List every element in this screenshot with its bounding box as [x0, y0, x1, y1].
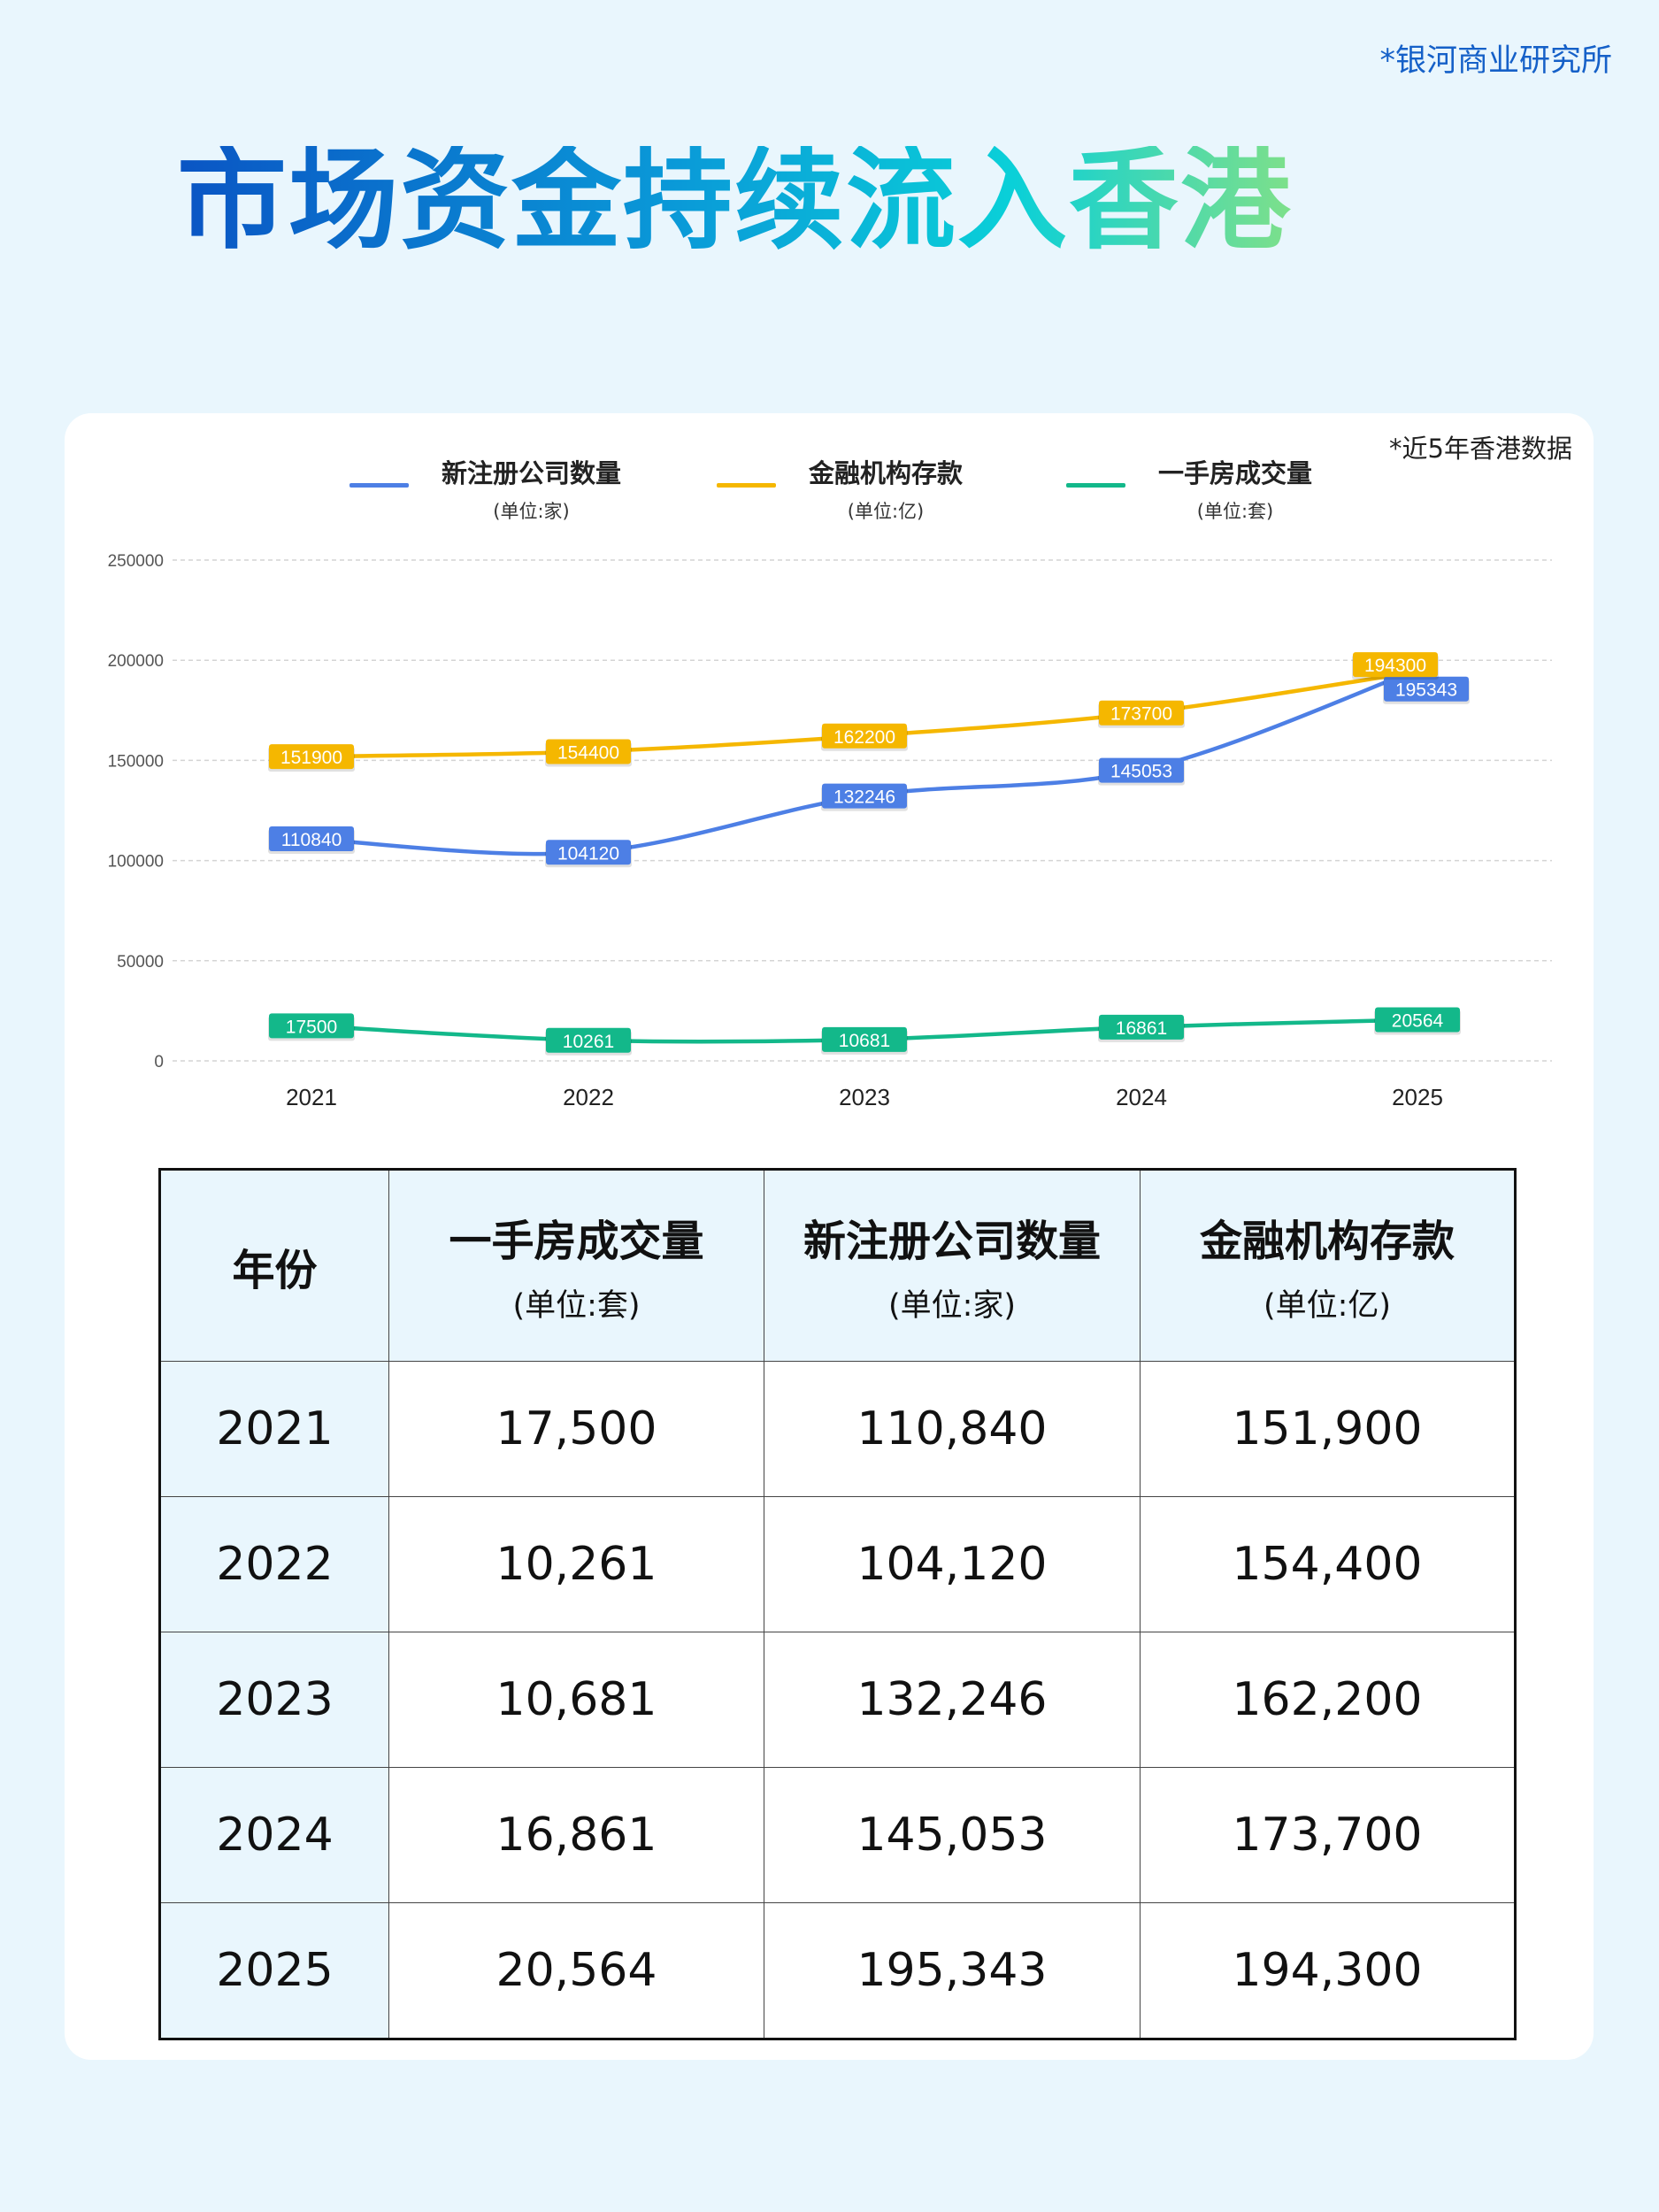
data-table: 年份 一手房成交量 (单位:套) 新注册公司数量 (单位:家) 金融机构存款 (单位:… — [158, 1168, 1517, 2040]
data-label-box — [822, 723, 907, 749]
data-label-box — [1099, 1014, 1184, 1040]
data-label-box — [822, 1026, 907, 1052]
data-label-box — [546, 1027, 631, 1053]
x-tick-label: 2023 — [839, 1084, 890, 1110]
header-companies: 新注册公司数量 (单位:家) — [764, 1169, 1141, 1362]
header-label: 新注册公司数量 — [803, 1217, 1101, 1266]
data-label: 16861 — [1116, 1018, 1167, 1039]
cell-value: 132,246 — [764, 1632, 1141, 1768]
legend-swatch — [717, 483, 776, 488]
data-label: 110840 — [281, 830, 342, 850]
legend-name: 一手房成交量 — [1158, 458, 1313, 488]
legend-name: 新注册公司数量 — [442, 458, 622, 488]
legend-item-deposits: 金融机构存款 (单位:亿) — [717, 453, 963, 524]
cell-year: 2023 — [159, 1632, 389, 1768]
header-unit: (单位:套) — [512, 1288, 641, 1324]
table-row: 2024 16,861 145,053 173,700 — [159, 1767, 1516, 1903]
header-housing: 一手房成交量 (单位:套) — [388, 1169, 764, 1362]
legend-item-companies: 新注册公司数量 (单位:家) — [349, 453, 621, 524]
cell-value: 17,500 — [388, 1361, 764, 1497]
source-label: *银河商业研究所 — [1379, 43, 1612, 79]
data-label-box — [1384, 676, 1469, 702]
data-label: 104120 — [557, 843, 619, 864]
cell-value: 173,700 — [1140, 1767, 1516, 1903]
header-label: 一手房成交量 — [449, 1217, 704, 1266]
header-unit: (单位:家) — [887, 1288, 1017, 1324]
legend-unit: (单位:亿) — [847, 501, 925, 522]
data-label: 17500 — [286, 1017, 337, 1037]
data-label: 10681 — [839, 1031, 890, 1051]
cell-year: 2021 — [159, 1361, 389, 1497]
legend-swatch — [1066, 483, 1125, 488]
data-label: 195343 — [1395, 680, 1457, 701]
legend-unit: (单位:家) — [493, 501, 570, 522]
header-unit: (单位:亿) — [1263, 1288, 1392, 1324]
page-title: 市场资金持续流入香港 — [177, 137, 1293, 265]
cell-year: 2025 — [159, 1902, 389, 2039]
y-tick-label: 0 — [154, 1053, 164, 1071]
y-tick-label: 200000 — [108, 652, 164, 671]
table-row: 2022 10,261 104,120 154,400 — [159, 1496, 1516, 1632]
data-label: 151900 — [280, 748, 342, 768]
y-tick-label: 250000 — [108, 552, 164, 571]
cell-value: 195,343 — [764, 1902, 1141, 2039]
cell-value: 10,681 — [388, 1632, 764, 1768]
cell-value: 110,840 — [764, 1361, 1141, 1497]
data-label-box — [546, 840, 631, 865]
y-tick-label: 100000 — [108, 853, 164, 872]
header-year: 年份 — [159, 1169, 389, 1362]
cell-value: 145,053 — [764, 1767, 1141, 1903]
data-label-box — [546, 739, 631, 764]
data-label: 194300 — [1364, 656, 1426, 676]
table-row: 2025 20,564 195,343 194,300 — [159, 1902, 1516, 2039]
cell-year: 2022 — [159, 1496, 389, 1632]
x-tick-label: 2025 — [1392, 1084, 1443, 1110]
cell-value: 194,300 — [1140, 1902, 1516, 2039]
table-header-row: 年份 一手房成交量 (单位:套) 新注册公司数量 (单位:家) 金融机构存款 (单位:… — [159, 1169, 1516, 1362]
table-row: 2021 17,500 110,840 151,900 — [159, 1361, 1516, 1497]
data-note: *近5年香港数据 — [1389, 434, 1572, 464]
cell-value: 162,200 — [1140, 1632, 1516, 1768]
y-tick-label: 150000 — [108, 752, 164, 771]
header-label: 年份 — [232, 1245, 318, 1295]
legend-swatch — [349, 483, 409, 488]
data-label: 20564 — [1392, 1010, 1444, 1031]
data-label-box — [1353, 652, 1438, 678]
x-tick-label: 2022 — [563, 1084, 614, 1110]
cell-value: 10,261 — [388, 1496, 764, 1632]
line-chart: 0 50000 100000 150000 200000 250000 2021 2022 20… — [108, 552, 1552, 1110]
legend-unit: (单位:套) — [1196, 501, 1274, 522]
data-label-box — [269, 826, 354, 852]
data-label-box — [822, 783, 907, 809]
data-label-box — [1099, 757, 1184, 783]
data-label: 132246 — [833, 787, 895, 808]
data-label: 145053 — [1110, 762, 1172, 782]
x-tick-label: 2021 — [286, 1084, 337, 1110]
data-label: 10261 — [563, 1032, 614, 1052]
header-deposits: 金融机构存款 (单位:亿) — [1140, 1169, 1516, 1362]
cell-year: 2024 — [159, 1767, 389, 1903]
data-label-box — [269, 1013, 354, 1039]
legend-name: 金融机构存款 — [809, 458, 964, 488]
data-label: 154400 — [557, 742, 619, 763]
y-tick-label: 50000 — [117, 953, 164, 972]
cell-value: 154,400 — [1140, 1496, 1516, 1632]
data-label: 162200 — [833, 727, 895, 748]
data-label-box — [1375, 1007, 1460, 1033]
table-row: 2023 10,681 132,246 162,200 — [159, 1632, 1516, 1768]
cell-value: 16,861 — [388, 1767, 764, 1903]
data-label-box — [269, 744, 354, 770]
legend-item-housing: 一手房成交量 (单位:套) — [1066, 453, 1312, 524]
data-label: 173700 — [1110, 704, 1172, 725]
header-label: 金融机构存款 — [1199, 1217, 1455, 1266]
x-tick-label: 2024 — [1116, 1084, 1167, 1110]
cell-value: 104,120 — [764, 1496, 1141, 1632]
cell-value: 151,900 — [1140, 1361, 1516, 1497]
cell-value: 20,564 — [388, 1902, 764, 2039]
data-label-box — [1099, 700, 1184, 726]
